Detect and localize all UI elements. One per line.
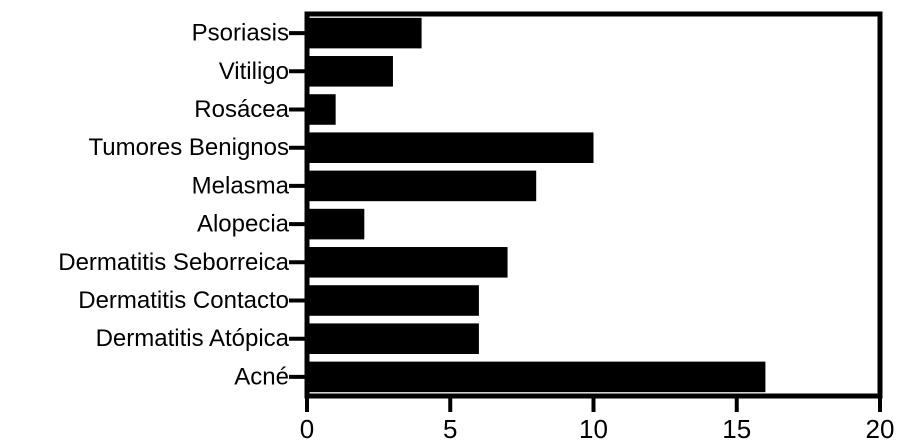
category-label: Psoriasis — [192, 20, 289, 47]
category-label: Dermatitis Seborreica — [58, 249, 289, 276]
category-label: Dermatitis Contacto — [78, 287, 289, 314]
bar — [307, 170, 537, 202]
bar — [307, 17, 422, 49]
x-tick-label: 5 — [443, 414, 457, 444]
bar — [307, 285, 479, 316]
x-tick-label: 15 — [722, 414, 751, 444]
bar — [307, 208, 365, 240]
bar — [307, 361, 766, 393]
x-tick-label: 20 — [866, 414, 895, 444]
category-label: Vitiligo — [219, 58, 289, 85]
bar — [307, 323, 479, 354]
category-label: Tumores Benignos — [88, 134, 289, 161]
x-tick-label: 10 — [579, 414, 608, 444]
category-label: Acné — [234, 363, 289, 390]
category-label: Dermatitis Atópica — [96, 325, 290, 352]
category-label: Melasma — [192, 172, 290, 199]
category-label: Alopecia — [197, 211, 290, 238]
bar — [307, 94, 336, 125]
bar — [307, 56, 393, 87]
x-tick-label: 0 — [300, 414, 314, 444]
bar — [307, 132, 594, 163]
category-label: Rosácea — [194, 96, 289, 123]
bar — [307, 247, 508, 278]
